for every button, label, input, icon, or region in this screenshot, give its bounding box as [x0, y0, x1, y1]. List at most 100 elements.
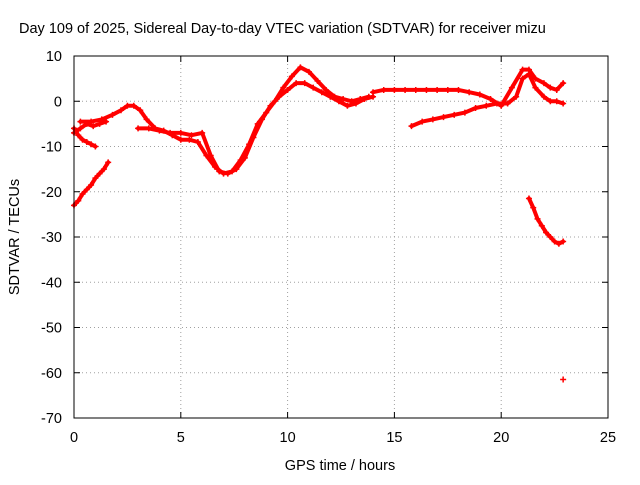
- data-point: [327, 93, 334, 100]
- data-point: [553, 86, 560, 93]
- data-point: [519, 66, 526, 73]
- x-tick-label: 15: [386, 430, 402, 446]
- data-point: [75, 197, 82, 204]
- data-point: [434, 86, 441, 93]
- data-point: [88, 118, 95, 125]
- data-point: [440, 114, 447, 121]
- data-point: [109, 111, 116, 118]
- data-point: [156, 127, 163, 134]
- data-point: [297, 64, 304, 71]
- data-point: [547, 84, 554, 91]
- y-tick-label: -40: [41, 275, 62, 291]
- chart-title: Day 109 of 2025, Sidereal Day-to-day VTE…: [19, 21, 546, 37]
- data-point: [105, 159, 112, 166]
- data-point: [391, 86, 398, 93]
- data-point: [280, 84, 287, 91]
- data-point: [233, 166, 240, 173]
- data-point: [117, 107, 124, 114]
- data-point: [553, 98, 560, 105]
- data-point: [335, 98, 342, 105]
- data-point: [352, 100, 359, 107]
- data-point: [408, 123, 415, 130]
- data-point: [92, 175, 99, 182]
- data-point: [241, 154, 248, 161]
- data-point: [100, 166, 107, 173]
- data-point: [380, 86, 387, 93]
- data-point: [340, 95, 347, 102]
- data-point: [258, 116, 265, 123]
- data-point: [267, 102, 274, 109]
- x-tick-label: 5: [177, 430, 185, 446]
- data-point: [83, 186, 90, 193]
- data-point: [188, 132, 195, 139]
- data-point: [177, 129, 184, 136]
- data-point: [487, 95, 494, 102]
- data-point: [145, 125, 152, 132]
- series-arc-g: [408, 71, 567, 130]
- series-arc-c: [71, 159, 112, 209]
- data-point: [560, 80, 567, 87]
- data-point: [551, 238, 558, 245]
- data-point: [532, 84, 539, 91]
- data-point: [250, 134, 257, 141]
- data-point: [466, 89, 473, 96]
- data-point: [314, 77, 321, 84]
- data-point: [538, 222, 545, 229]
- data-point: [532, 75, 539, 82]
- data-point: [88, 141, 95, 148]
- data-point: [224, 170, 231, 177]
- data-point: [199, 129, 206, 136]
- data-point: [513, 93, 520, 100]
- data-point: [79, 191, 86, 198]
- data-point: [412, 86, 419, 93]
- data-point: [560, 100, 567, 107]
- data-point: [519, 75, 526, 82]
- data-point: [276, 93, 283, 100]
- data-point: [83, 138, 90, 145]
- y-tick-label: -60: [41, 366, 62, 382]
- grid: [74, 56, 608, 418]
- data-point: [98, 116, 105, 123]
- data-point: [540, 93, 547, 100]
- y-tick-label: 0: [54, 94, 62, 110]
- data-point: [92, 143, 99, 150]
- data-point: [79, 136, 86, 143]
- data-point: [525, 71, 532, 78]
- data-point: [451, 111, 458, 118]
- data-point: [547, 234, 554, 240]
- data-point: [530, 204, 537, 211]
- data-point: [143, 116, 150, 123]
- data-point: [318, 89, 325, 96]
- data-point: [124, 102, 131, 109]
- ticks: 0 5 10 15 20 25 -70 -60 -50 -40 -30 -20 -10 0 10: [41, 49, 616, 446]
- data-point: [216, 168, 223, 175]
- series-arc-f: [370, 66, 567, 109]
- data-point: [547, 98, 554, 105]
- data-point: [560, 376, 567, 383]
- y-tick-label: -70: [41, 411, 62, 427]
- x-tick-label: 10: [280, 430, 296, 446]
- data-point: [423, 86, 430, 93]
- data-point: [301, 80, 308, 87]
- data-point: [560, 238, 567, 245]
- data-point: [167, 129, 174, 136]
- data-point: [455, 86, 462, 93]
- data-point: [344, 102, 351, 109]
- data-point: [402, 86, 409, 93]
- y-tick-label: -50: [41, 321, 62, 337]
- data-point: [137, 107, 144, 114]
- x-tick-label: 25: [600, 430, 616, 446]
- data-point: [186, 136, 193, 143]
- data-point: [96, 170, 103, 177]
- data-point: [476, 91, 483, 98]
- data-point: [525, 195, 532, 202]
- data-point: [429, 116, 436, 123]
- data-point: [293, 80, 300, 87]
- data-point: [504, 100, 511, 107]
- data-point: [483, 102, 490, 109]
- data-point: [284, 86, 291, 93]
- x-tick-label: 0: [70, 430, 78, 446]
- data-point: [77, 118, 84, 125]
- series-point-i: [560, 376, 567, 383]
